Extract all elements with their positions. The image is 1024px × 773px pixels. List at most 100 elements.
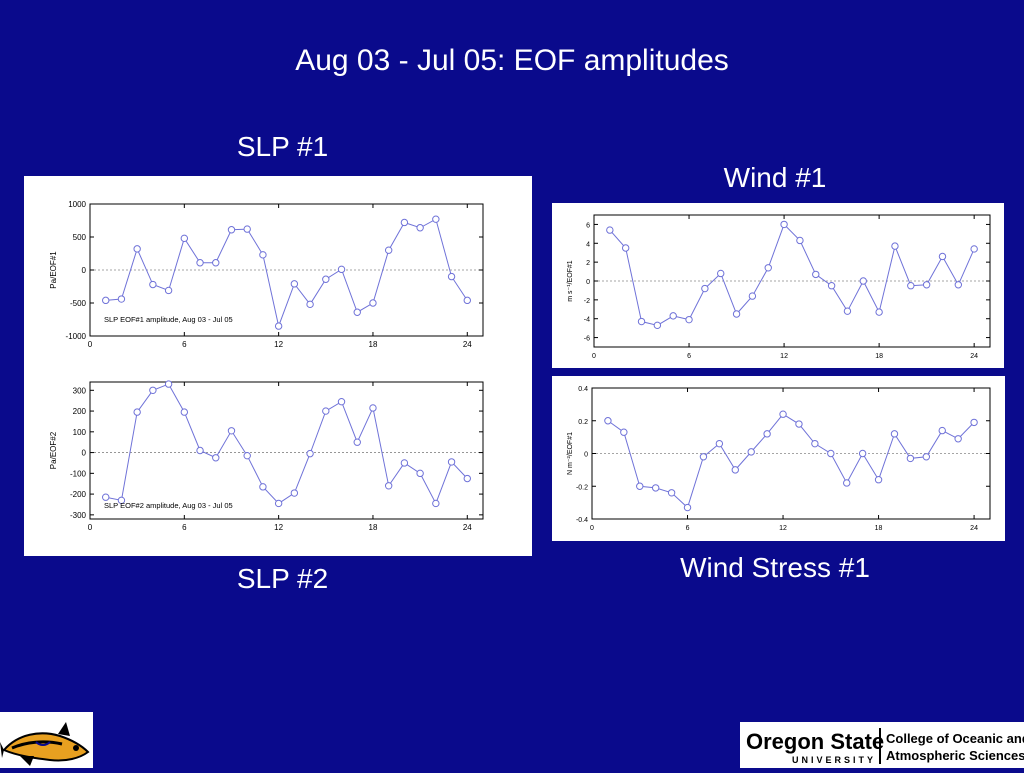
data-point <box>667 489 676 497</box>
data-point <box>859 277 867 285</box>
data-point <box>606 226 614 234</box>
y-tick-label: 200 <box>73 407 87 416</box>
data-point <box>970 245 978 253</box>
data-point <box>906 454 915 463</box>
data-point <box>463 296 471 305</box>
data-point <box>337 398 346 406</box>
plot-frame <box>591 387 991 520</box>
data-point <box>683 503 692 512</box>
data-point <box>447 272 456 281</box>
y-tick-label: 0 <box>82 449 87 458</box>
data-point <box>227 226 236 234</box>
data-point <box>432 215 440 223</box>
x-tick-label: 6 <box>182 340 187 349</box>
data-point <box>699 453 708 461</box>
data-point <box>812 270 820 279</box>
data-point <box>353 438 361 446</box>
data-point <box>795 420 803 428</box>
chart-annotation: SLP EOF#2 amplitude, Aug 03 - Jul 05 <box>104 501 233 510</box>
y-tick-label: -2 <box>584 298 590 305</box>
x-tick-label: 12 <box>274 340 283 349</box>
data-point <box>651 484 660 492</box>
data-point <box>243 451 251 460</box>
y-tick-label: -300 <box>70 511 87 520</box>
osu-logo-svg: Oregon State UNIVERSITY College of Ocean… <box>746 728 1024 765</box>
data-point <box>117 496 126 505</box>
wind-stress-chart-svg: 0 6 12 18 24 -0.4 -0.2 0 0.2 0.4 N m⁻²/EOF#1 <box>567 386 991 532</box>
data-point <box>717 269 725 278</box>
slp-eof2-chart: 0 6 12 18 24 -300 -200 -100 0 100 200 300 Pa/EOF#2 SL… <box>49 380 484 532</box>
x-tick-label: 24 <box>970 353 978 360</box>
series-line <box>105 218 468 328</box>
college-line2-text: Atmospheric Sciences <box>886 748 1024 763</box>
slp2-label: SLP #2 <box>236 563 329 594</box>
y-tick-label: 0 <box>82 266 87 275</box>
data-point <box>259 251 267 259</box>
data-point <box>259 483 267 491</box>
data-point <box>463 474 471 483</box>
data-point <box>164 380 173 388</box>
data-point <box>400 459 409 467</box>
data-point <box>874 476 883 484</box>
data-point <box>432 499 440 508</box>
x-tick-label: 24 <box>463 523 472 532</box>
y-axis-label: m s⁻¹/EOF#1 <box>567 260 574 302</box>
data-point <box>243 225 251 233</box>
data-point <box>922 281 931 289</box>
wind1-label: Wind #1 <box>723 162 827 193</box>
data-point <box>731 466 739 474</box>
logo-divider <box>879 728 881 764</box>
data-point <box>907 282 915 290</box>
data-point <box>274 322 283 330</box>
data-point <box>732 310 741 318</box>
series-line <box>609 223 975 326</box>
data-point <box>400 218 409 227</box>
y-tick-label: -200 <box>70 490 87 499</box>
data-point <box>653 321 662 330</box>
wind-stress-figure-panel: 0 6 12 18 24 -0.4 -0.2 0 0.2 0.4 N m⁻²/EOF#1 <box>552 376 1005 541</box>
y-tick-label: 500 <box>73 233 87 242</box>
y-tick-label: 2 <box>586 260 590 267</box>
salmon-icon <box>0 722 90 766</box>
y-tick-label: 4 <box>586 241 590 248</box>
y-axis-label: Pa/EOF#2 <box>49 431 58 469</box>
data-point <box>858 449 867 458</box>
data-point <box>196 446 204 455</box>
slide-title: Aug 03 - Jul 05: EOF amplitudes <box>295 44 729 77</box>
x-tick-label: 24 <box>970 525 978 532</box>
data-point <box>369 299 377 307</box>
data-point <box>149 386 157 395</box>
data-point <box>890 430 899 438</box>
y-tick-label: 300 <box>73 386 87 395</box>
data-point <box>447 458 456 466</box>
x-tick-label: 18 <box>875 525 883 532</box>
data-point <box>369 404 377 412</box>
data-point <box>117 295 126 303</box>
data-point <box>306 449 314 458</box>
data-point <box>102 296 110 305</box>
series-line <box>607 413 975 509</box>
data-point <box>212 259 220 267</box>
data-point <box>954 281 963 289</box>
y-axis-label: N m⁻²/EOF#1 <box>567 432 574 475</box>
series-line <box>105 383 468 505</box>
data-point <box>922 453 931 461</box>
x-tick-label: 12 <box>780 353 788 360</box>
data-point <box>353 308 361 316</box>
data-point <box>747 448 755 456</box>
data-point <box>306 300 314 309</box>
x-tick-label: 12 <box>779 525 787 532</box>
data-point <box>763 430 771 438</box>
data-point <box>620 428 628 436</box>
x-tick-label: 24 <box>463 340 472 349</box>
y-tick-label: 100 <box>73 428 87 437</box>
x-tick-label: 0 <box>88 340 93 349</box>
data-point <box>827 282 836 290</box>
data-point <box>970 418 978 427</box>
data-point <box>938 252 947 261</box>
osu-coas-logo: Oregon State UNIVERSITY College of Ocean… <box>740 722 1024 768</box>
salmon-logo <box>0 712 93 768</box>
